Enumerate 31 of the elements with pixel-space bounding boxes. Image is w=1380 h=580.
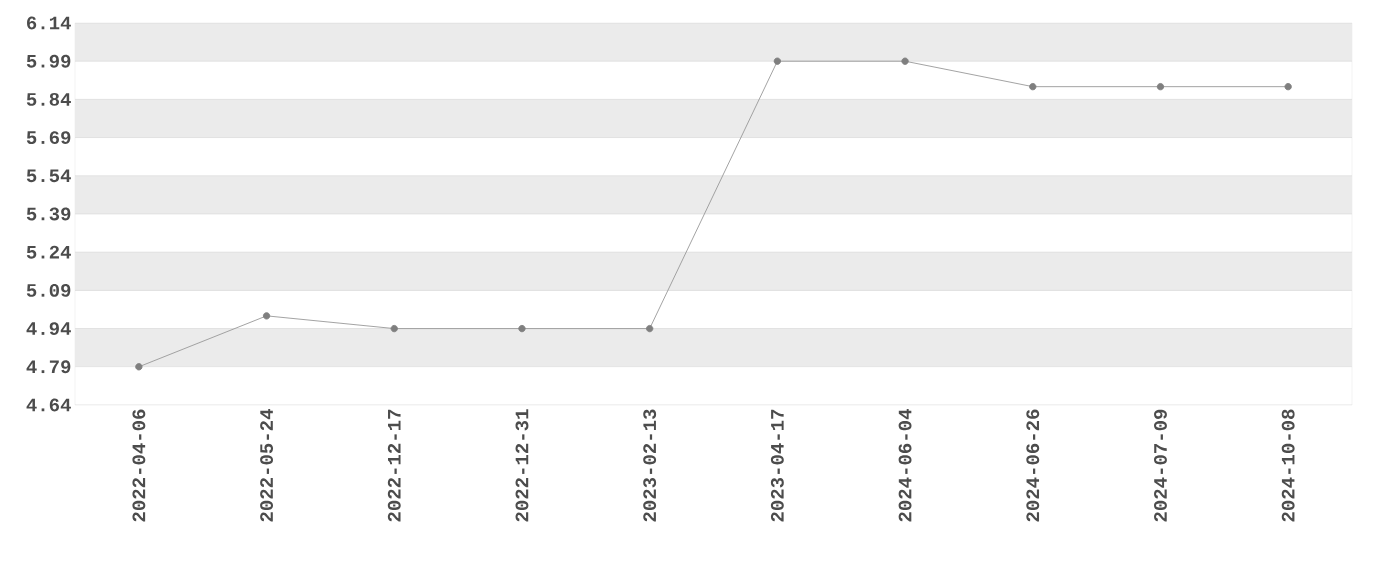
point bbox=[135, 363, 143, 371]
y-tick-label: 5.24 bbox=[26, 245, 71, 259]
y-tick-label: 5.69 bbox=[26, 131, 71, 145]
y-tick-label: 6.14 bbox=[27, 16, 71, 30]
y-tick-label: 5.84 bbox=[26, 92, 71, 106]
x-tick-label: 2023-04-17 bbox=[770, 409, 784, 522]
point bbox=[262, 312, 271, 320]
x-tick-label: 2023-02-13 bbox=[643, 409, 657, 522]
x-tick-label: 2024-06-26 bbox=[1026, 409, 1040, 522]
point bbox=[1029, 83, 1037, 91]
point bbox=[773, 57, 782, 65]
y-tick-label: 5.99 bbox=[26, 54, 71, 68]
x-tick-label: 2022-05-24 bbox=[260, 409, 274, 522]
point bbox=[646, 324, 654, 333]
point bbox=[390, 324, 398, 333]
y-tick-label: 4.79 bbox=[26, 360, 71, 374]
x-tick-label: 2022-04-06 bbox=[132, 409, 146, 522]
y-tick-label: 5.39 bbox=[26, 207, 71, 221]
point bbox=[1156, 83, 1165, 91]
y-tick-label: 5.54 bbox=[26, 169, 71, 183]
x-tick-label: 2024-07-09 bbox=[1154, 409, 1167, 522]
x-tick-label: 2022-12-31 bbox=[515, 409, 529, 522]
y-tick-label: 5.09 bbox=[26, 283, 71, 297]
point bbox=[518, 324, 526, 333]
point bbox=[1284, 83, 1292, 91]
point bbox=[901, 57, 909, 65]
x-tick-label: 2024-10-08 bbox=[1281, 409, 1295, 522]
x-tick-label: 2024-06-04 bbox=[898, 409, 912, 522]
y-tick-label: 4.94 bbox=[26, 322, 71, 336]
x-tick-label: 2022-12-17 bbox=[387, 409, 401, 522]
y-tick-label: 4.64 bbox=[26, 398, 71, 412]
